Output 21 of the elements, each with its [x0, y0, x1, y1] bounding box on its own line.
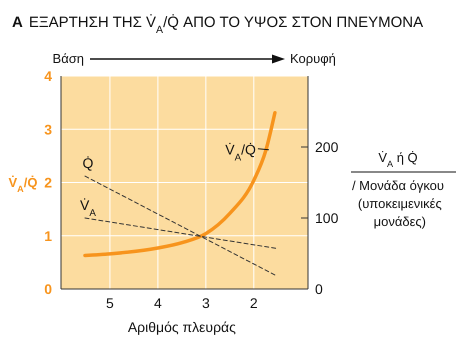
- x-tick-label: 5: [106, 295, 114, 311]
- y2-tick-label: 100: [315, 210, 339, 226]
- y2-axis-title: V̇$_{A}$ ή Q̇ / Μονάδα όγκου (υποκειμενικές μονάδες): [352, 150, 444, 229]
- x-tick-label: 2: [250, 295, 258, 311]
- x-tick-label: 4: [154, 295, 162, 311]
- text: Κορυφή: [290, 51, 336, 66]
- y-tick-label: 0: [44, 281, 52, 297]
- y-axis-title: V̇$_{A}$/Q̇: [8, 175, 38, 194]
- x-tick-label: 3: [202, 295, 210, 311]
- y2-tick-label: 0: [315, 281, 323, 297]
- y2-tick-label: 200: [315, 139, 339, 155]
- series-label: Q̇: [82, 155, 94, 172]
- chart-title: A ΕΞΑΡΤΗΣΗ ΤΗΣ V̇$_{A}$/Q̇ ΑΠΟ ΤΟ ΥΨΟΣ ΣΤΟΝ ΠΝΕΥΜΟΝΑ: [12, 14, 424, 36]
- text: Βάση: [52, 51, 84, 66]
- y-tick-label: 2: [44, 174, 52, 190]
- y-tick-label: 1: [44, 228, 52, 244]
- y-tick-label: 3: [44, 121, 52, 138]
- x-axis-title: Αριθμός πλευράς: [128, 319, 236, 335]
- series-label: V̇$_{A}$: [80, 197, 96, 218]
- y-tick-label: 4: [44, 68, 52, 84]
- series-label: V̇$_{A}$/Q̇: [225, 142, 256, 164]
